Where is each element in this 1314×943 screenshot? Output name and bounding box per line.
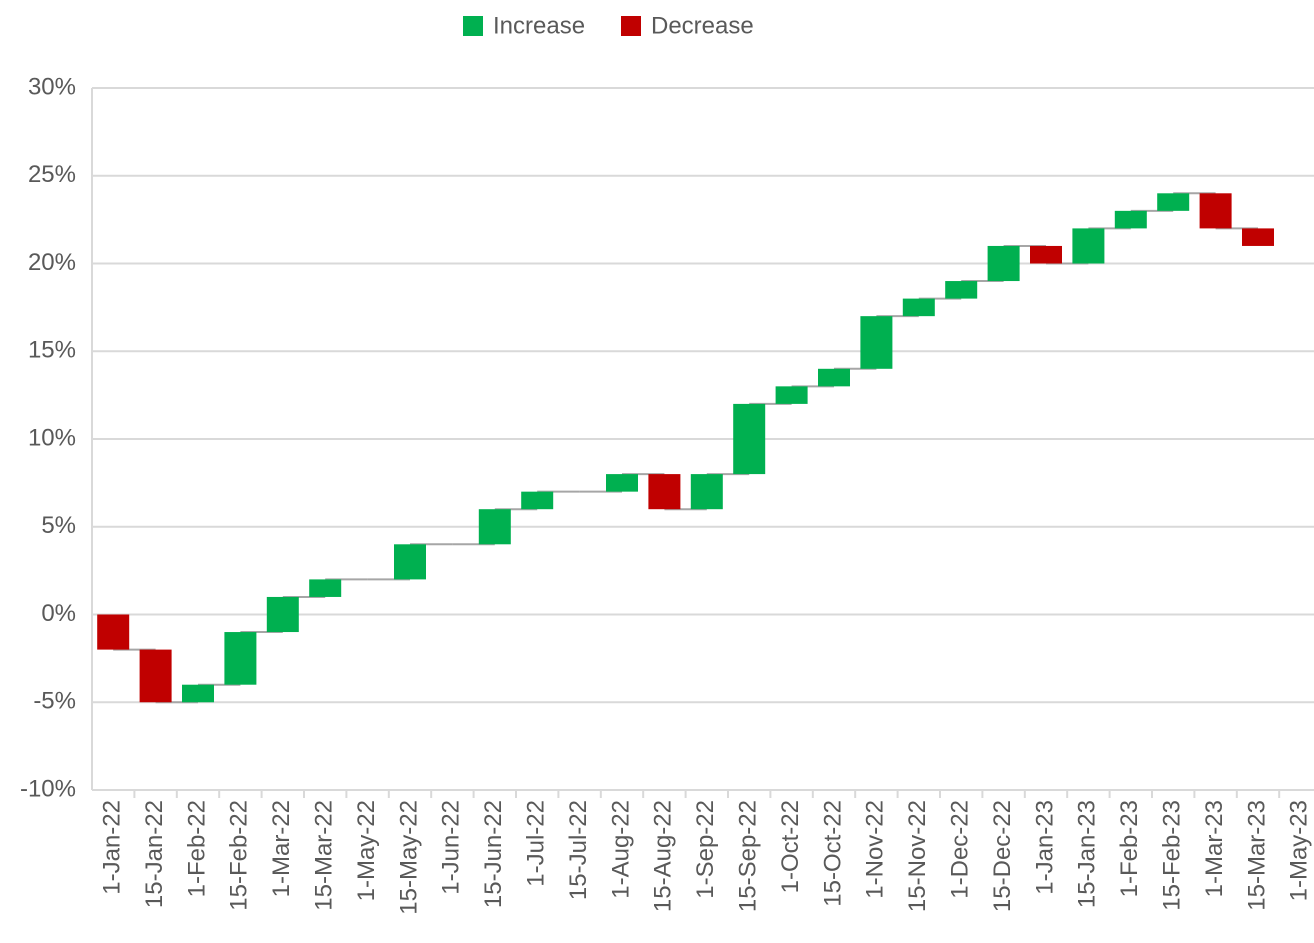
x-tick-label: 1-Jan-22: [99, 800, 126, 895]
y-tick-label: 0%: [41, 600, 76, 627]
y-tick-label: 5%: [41, 512, 76, 539]
x-tick-label: 1-Sep-22: [692, 800, 719, 899]
x-tick-label: 15-Jun-22: [480, 800, 507, 908]
x-tick-label: 1-Jun-22: [438, 800, 465, 895]
x-tick-label: 1-Mar-23: [1201, 800, 1228, 897]
bar: [1030, 245, 1062, 264]
legend-swatch: [621, 16, 641, 36]
x-tick-label: 1-Feb-22: [183, 800, 210, 897]
bar: [394, 544, 426, 580]
bar: [987, 245, 1020, 282]
bar: [648, 474, 681, 510]
bar: [478, 509, 511, 545]
x-tick-label: 1-Dec-22: [947, 800, 974, 899]
x-tick-label: 15-May-22: [395, 800, 422, 915]
x-tick-label: 15-Nov-22: [904, 800, 931, 912]
x-tick-label: 15-Oct-22: [819, 800, 846, 907]
x-tick-label: 15-Jan-22: [141, 800, 168, 908]
bar: [860, 316, 893, 369]
x-tick-label: 15-Mar-23: [1243, 800, 1270, 911]
x-tick-label: 1-Nov-22: [862, 800, 889, 899]
x-tick-label: 15-Dec-22: [989, 800, 1016, 912]
bar: [1114, 210, 1147, 229]
bar: [182, 684, 214, 703]
bar: [139, 649, 172, 703]
bar: [224, 632, 257, 685]
bar: [945, 281, 978, 299]
bar: [1199, 193, 1232, 229]
y-tick-label: -10%: [20, 775, 76, 802]
y-tick-label: 10%: [28, 424, 76, 451]
bar: [902, 298, 935, 317]
x-tick-label: 15-Jan-23: [1074, 800, 1101, 908]
y-tick-label: -5%: [33, 688, 76, 715]
bar: [818, 368, 850, 387]
bar: [1157, 193, 1190, 211]
legend-label: Increase: [493, 12, 585, 39]
x-tick-label: 1-Mar-22: [268, 800, 295, 897]
y-tick-label: 20%: [28, 249, 76, 276]
x-tick-label: 15-Sep-22: [735, 800, 762, 912]
bar: [606, 474, 638, 492]
bar: [733, 403, 766, 475]
y-tick-label: 25%: [28, 161, 76, 188]
x-tick-label: 1-May-22: [353, 800, 380, 901]
x-tick-label: 1-Jul-22: [523, 800, 550, 887]
bar: [521, 491, 554, 510]
legend-swatch: [463, 16, 483, 36]
x-tick-label: 15-Aug-22: [650, 800, 677, 912]
x-tick-label: 1-Aug-22: [607, 800, 634, 899]
x-tick-label: 1-May-23: [1286, 800, 1313, 901]
x-tick-label: 15-Feb-23: [1159, 800, 1186, 911]
bar: [775, 386, 808, 404]
bar: [266, 596, 299, 633]
bar: [309, 579, 342, 597]
bar: [690, 474, 723, 510]
y-tick-label: 30%: [28, 73, 76, 100]
x-tick-label: 15-Jul-22: [565, 800, 592, 900]
bar: [1072, 228, 1105, 264]
legend-label: Decrease: [651, 12, 754, 39]
x-tick-label: 1-Feb-23: [1116, 800, 1143, 897]
x-tick-label: 15-Mar-22: [311, 800, 338, 911]
bar: [97, 614, 130, 650]
x-tick-label: 15-Feb-22: [226, 800, 253, 911]
y-tick-label: 15%: [28, 337, 76, 364]
bar: [1242, 228, 1274, 246]
x-tick-label: 1-Jan-23: [1031, 800, 1058, 895]
x-tick-label: 1-Oct-22: [777, 800, 804, 893]
